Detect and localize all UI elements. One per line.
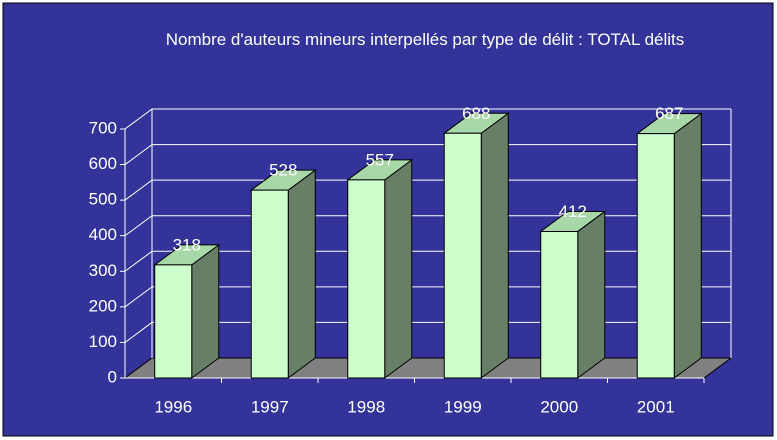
bar-front <box>540 230 579 379</box>
bar-side <box>287 169 316 379</box>
y-tick-label: 600 <box>89 154 117 173</box>
bar <box>153 243 221 379</box>
bar-side <box>384 158 413 379</box>
chart-title: Nombre d'auteurs mineurs interpellés par… <box>165 30 685 49</box>
x-tick-label: 1999 <box>444 397 482 416</box>
bar <box>539 210 607 379</box>
value-label: 412 <box>559 202 587 221</box>
x-tick-label: 2000 <box>540 397 578 416</box>
y-tick-label: 0 <box>108 367 117 386</box>
value-label: 688 <box>462 104 490 123</box>
x-tick-label: 1998 <box>347 397 385 416</box>
value-label: 528 <box>269 161 297 180</box>
bar-side <box>480 112 509 379</box>
bar <box>249 169 317 379</box>
y-tick-label: 400 <box>89 225 117 244</box>
x-tick-label: 1996 <box>154 397 192 416</box>
x-tick-label: 2001 <box>637 397 675 416</box>
bar <box>346 158 414 379</box>
bar-side <box>191 243 220 379</box>
y-tick-label: 300 <box>89 261 117 280</box>
bar-front <box>636 133 675 379</box>
bar <box>442 112 510 379</box>
y-tick-label: 100 <box>89 332 117 351</box>
value-label: 318 <box>173 235 201 254</box>
value-label: 557 <box>366 150 394 169</box>
y-tick-label: 200 <box>89 296 117 315</box>
bar-front <box>250 189 289 379</box>
value-label: 687 <box>655 104 683 123</box>
bar-side <box>673 112 702 379</box>
bar-side <box>577 210 606 379</box>
bar-front <box>443 132 482 379</box>
bar-front <box>347 179 386 379</box>
x-tick-label: 1997 <box>251 397 289 416</box>
bar <box>635 112 703 379</box>
y-tick-label: 700 <box>89 118 117 137</box>
bar-front <box>154 264 193 379</box>
y-tick-label: 500 <box>89 190 117 209</box>
